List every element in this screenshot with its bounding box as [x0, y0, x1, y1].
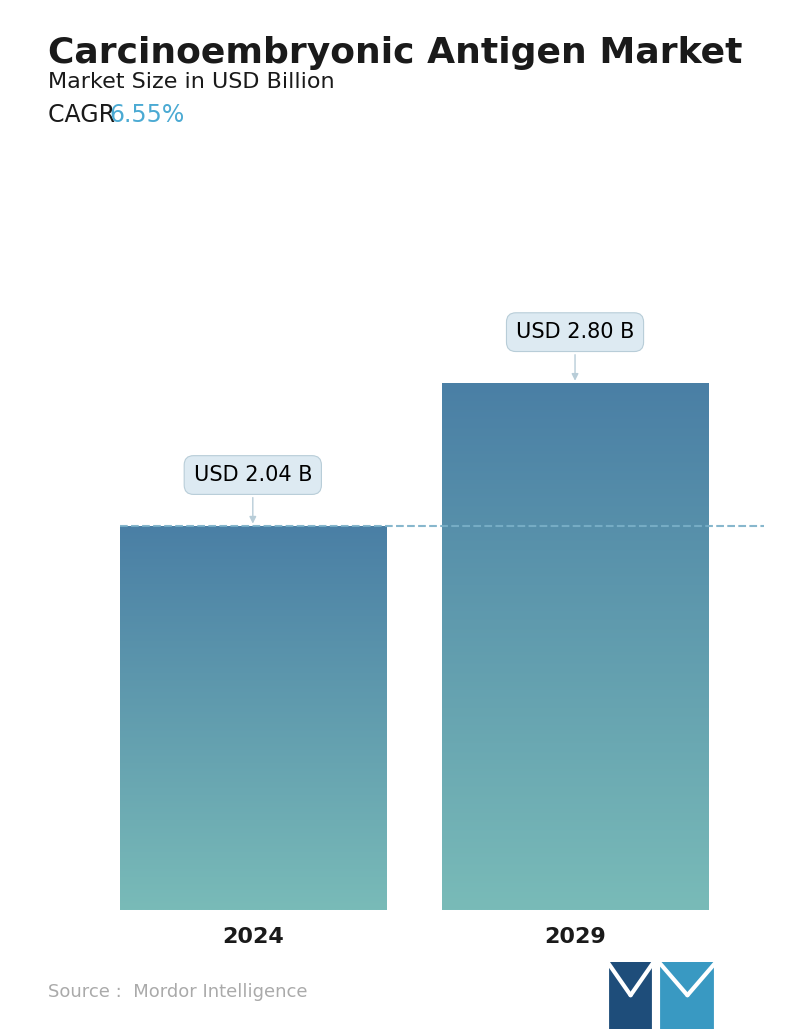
Text: 6.55%: 6.55% [110, 103, 185, 127]
Text: USD 2.04 B: USD 2.04 B [193, 465, 312, 522]
Text: Market Size in USD Billion: Market Size in USD Billion [48, 72, 334, 92]
Text: Source :  Mordor Intelligence: Source : Mordor Intelligence [48, 983, 307, 1001]
Polygon shape [607, 962, 654, 1029]
Text: Carcinoembryonic Antigen Market: Carcinoembryonic Antigen Market [48, 36, 742, 70]
Text: CAGR: CAGR [48, 103, 130, 127]
Text: USD 2.80 B: USD 2.80 B [516, 323, 634, 379]
Polygon shape [658, 962, 716, 1029]
